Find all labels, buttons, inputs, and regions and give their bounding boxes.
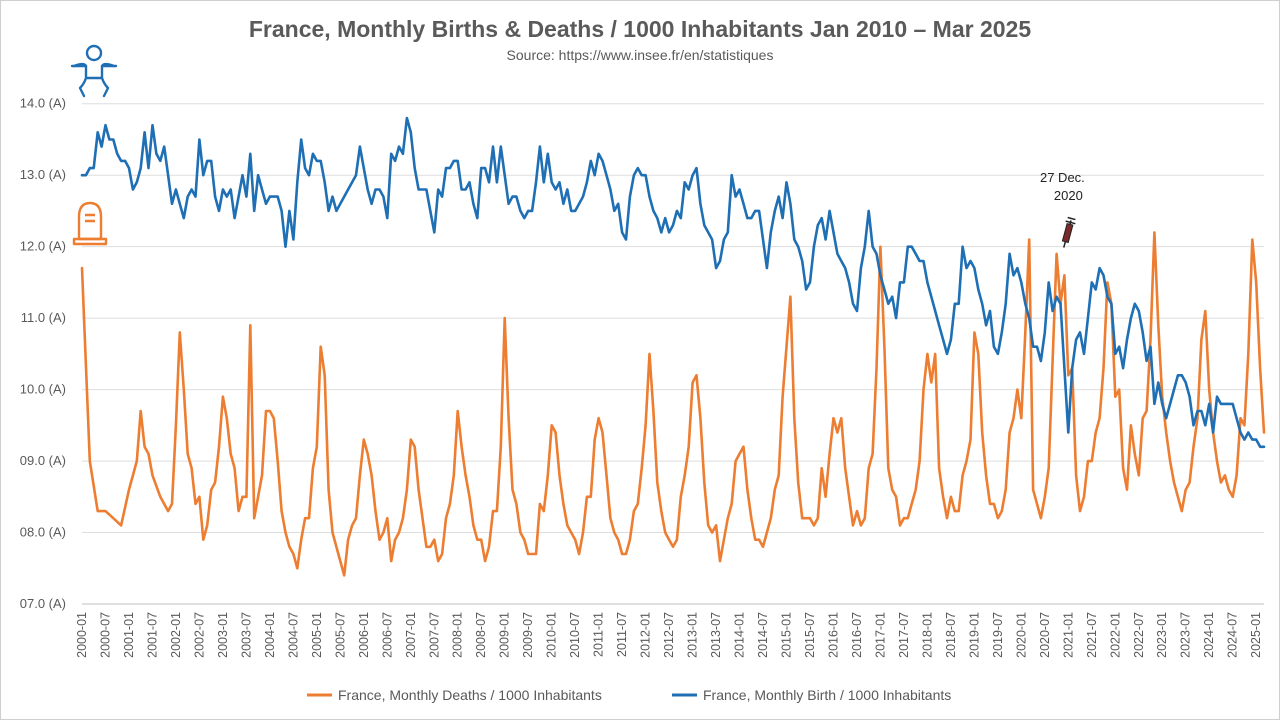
y-axis-ticks: 07.0 (A) 08.0 (A) 09.0 (A) 10.0 (A) 11.0 (A)…	[20, 96, 66, 611]
x-tick-label: 2019-01	[967, 612, 981, 658]
x-tick-label: 2024-01	[1202, 612, 1216, 658]
baby-icon	[70, 44, 118, 98]
y-tick-label: 12.0 (A)	[20, 239, 66, 254]
x-tick-label: 2010-01	[545, 612, 559, 658]
series-lines	[80, 116, 1266, 577]
x-tick-label: 2011-01	[592, 612, 606, 657]
x-tick-label: 2006-01	[357, 612, 371, 658]
x-tick-label: 2022-01	[1108, 612, 1122, 658]
syringe-icon	[1061, 216, 1076, 248]
x-tick-label: 2008-07	[474, 612, 488, 658]
x-tick-label: 2018-01	[920, 612, 934, 658]
legend: France, Monthly Deaths / 1000 Inhabitant…	[307, 687, 951, 703]
x-tick-label: 2012-01	[639, 612, 653, 658]
y-tick-label: 13.0 (A)	[20, 167, 66, 182]
x-tick-label: 2025-01	[1249, 612, 1263, 658]
x-tick-label: 2023-07	[1179, 612, 1193, 658]
y-tick-label: 14.0 (A)	[20, 96, 66, 111]
x-tick-label: 2015-07	[803, 612, 817, 658]
x-tick-label: 2012-07	[662, 612, 676, 658]
x-tick-label: 2006-07	[380, 612, 394, 658]
x-tick-label: 2020-01	[1014, 612, 1028, 658]
x-tick-label: 2008-01	[451, 612, 465, 658]
x-tick-label: 2009-01	[498, 612, 512, 658]
x-tick-label: 2014-07	[756, 612, 770, 658]
x-tick-label: 2015-01	[780, 612, 794, 658]
x-tick-label: 2011-07	[615, 612, 629, 657]
legend-label-deaths: France, Monthly Deaths / 1000 Inhabitant…	[338, 687, 602, 703]
x-axis-ticks: 2000-01 2000-07 2001-01 2001-07 2002-01 2002-…	[75, 612, 1263, 658]
x-tick-label: 2016-07	[850, 612, 864, 658]
y-tick-label: 10.0 (A)	[20, 382, 66, 397]
x-tick-label: 2019-07	[991, 612, 1005, 658]
y-tick-label: 08.0 (A)	[20, 525, 66, 540]
x-tick-label: 2013-07	[709, 612, 723, 658]
x-tick-label: 2007-07	[427, 612, 441, 658]
x-tick-label: 2004-07	[286, 612, 300, 658]
x-tick-label: 2005-01	[310, 612, 324, 658]
x-tick-label: 2001-01	[122, 612, 136, 658]
x-tick-label: 2003-07	[239, 612, 253, 658]
y-tick-label: 11.0 (A)	[21, 310, 66, 325]
x-tick-label: 2021-01	[1061, 612, 1075, 658]
x-tick-label: 2000-01	[75, 612, 89, 658]
series-line-births	[80, 116, 1266, 449]
x-tick-label: 2016-01	[826, 612, 840, 658]
x-tick-label: 2004-01	[263, 612, 277, 658]
x-tick-label: 2018-07	[944, 612, 958, 658]
chart-subtitle: Source: https://www.insee.fr/en/statisti…	[507, 47, 774, 63]
x-tick-label: 2017-01	[873, 612, 887, 658]
legend-label-births: France, Monthly Birth / 1000 Inhabitants	[703, 687, 951, 703]
y-tick-label: 09.0 (A)	[20, 453, 66, 468]
x-tick-label: 2020-07	[1038, 612, 1052, 658]
x-tick-label: 2013-01	[686, 612, 700, 658]
x-tick-label: 2007-01	[404, 612, 418, 658]
y-tick-label: 07.0 (A)	[20, 596, 66, 611]
x-tick-label: 2002-07	[192, 612, 206, 658]
x-tick-label: 2002-01	[169, 612, 183, 658]
x-tick-label: 2024-07	[1226, 612, 1240, 658]
tombstone-icon	[72, 201, 108, 246]
x-tick-label: 2009-07	[521, 612, 535, 658]
x-tick-label: 2021-07	[1085, 612, 1099, 658]
x-tick-label: 2023-01	[1155, 612, 1169, 658]
annotation-label-line2: 2020	[1054, 188, 1083, 203]
annotation-label-line1: 27 Dec.	[1040, 170, 1085, 185]
x-tick-label: 2014-01	[733, 612, 747, 658]
x-tick-label: 2005-07	[333, 612, 347, 658]
x-tick-label: 2010-07	[568, 612, 582, 658]
x-tick-label: 2003-01	[216, 612, 230, 658]
x-tick-label: 2022-07	[1132, 612, 1146, 658]
x-tick-label: 2000-07	[98, 612, 112, 658]
chart-title: France, Monthly Births & Deaths / 1000 I…	[249, 16, 1031, 42]
series-line-deaths	[80, 231, 1266, 577]
x-tick-label: 2017-07	[897, 612, 911, 658]
x-tick-label: 2001-07	[145, 612, 159, 658]
